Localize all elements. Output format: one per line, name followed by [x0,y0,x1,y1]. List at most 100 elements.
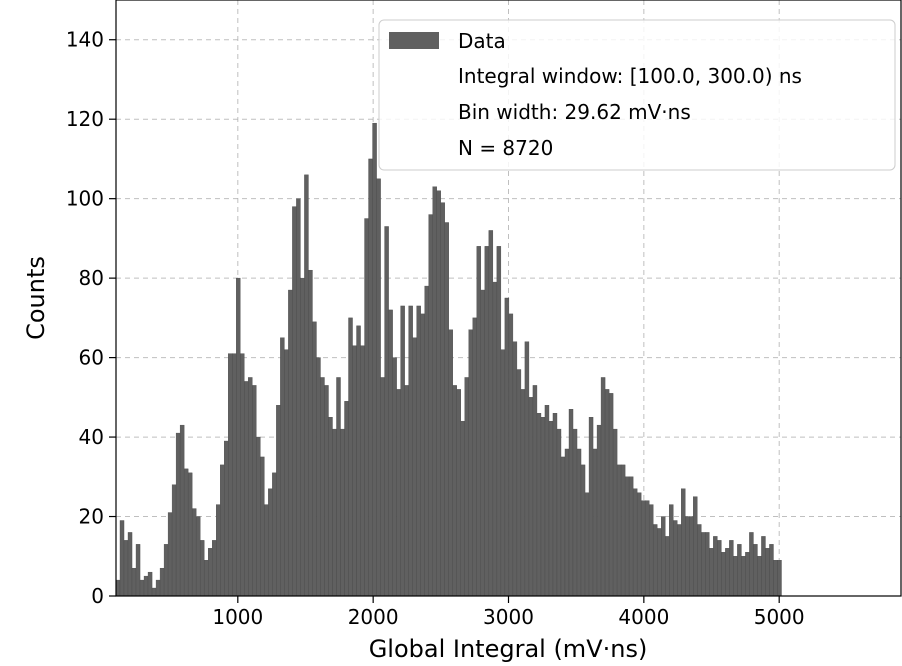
histogram-bar [444,222,449,597]
histogram-bar [516,369,522,597]
histogram-bar [737,544,742,597]
histogram-bar [167,512,173,597]
histogram-bar [592,448,598,597]
histogram-bar [292,206,297,597]
histogram-bar [328,417,333,597]
histogram-bar [147,571,153,597]
histogram-bar [248,377,253,597]
histogram-bar [721,552,726,597]
histogram-bar [288,289,293,597]
histogram-bar [616,464,622,597]
histogram-bar [588,417,594,597]
histogram-bar [352,345,357,597]
y-tick-label-4: 80 [79,266,104,290]
histogram-bar [412,337,417,597]
legend: Data Integral window: [100.0, 300.0) ns … [378,19,896,171]
histogram-bar [628,476,634,597]
histogram-bar [240,353,245,597]
histogram-bar [392,357,397,597]
histogram-bar [372,122,377,597]
histogram-bar [175,432,181,597]
histogram-bar [556,428,562,597]
histogram-bar [256,436,261,597]
histogram-bar [440,202,445,597]
histogram-bar [127,532,133,597]
legend-entry-count: N = 8720 [458,136,553,160]
histogram-bar [677,524,682,597]
histogram-bar [428,214,433,597]
histogram-bar [765,548,770,597]
histogram-bar [500,349,506,597]
histogram-bar [220,464,225,597]
histogram-bar [268,488,273,597]
histogram-bar [179,424,185,597]
histogram-bar [119,520,125,597]
y-tick-label-3: 60 [79,346,104,370]
histogram-bar [568,409,574,597]
histogram-bar [540,417,546,597]
histogram-bar [364,218,369,597]
histogram-bar [697,524,702,597]
histogram-bar [340,428,345,597]
x-axis-ticks: 1000 2000 3000 4000 5000 [212,596,805,629]
histogram-bar [681,488,686,597]
histogram-bar [416,305,421,597]
histogram-bar [139,579,145,597]
histogram-bar [320,377,325,597]
y-tick-label-6: 120 [66,107,104,131]
x-axis-label: Global Integral (mV·ns) [369,635,648,663]
histogram-bar [264,504,269,597]
legend-entry-bin-width: Bin width: 29.62 mV·ns [458,100,691,124]
histogram-bar [693,496,698,597]
histogram-bar [404,385,409,597]
histogram-bar [673,520,678,597]
histogram-bar [560,456,566,597]
legend-entry-data: Data [458,29,506,53]
histogram-bar [384,226,389,597]
histogram-bar [777,560,782,597]
histogram-bar [408,305,413,597]
histogram-bar [284,349,289,597]
y-tick-label-0: 0 [91,584,104,608]
histogram-bar [669,504,674,597]
histogram-bar [524,341,530,597]
histogram-bar [733,556,738,597]
histogram-bar [308,269,313,597]
histogram-bar [228,353,233,597]
histogram-bar [155,579,161,597]
histogram-bar [468,329,473,597]
histogram-bar [512,341,518,597]
histogram-bar [520,389,526,597]
histogram-bar [480,289,486,597]
histogram-bar [183,468,189,597]
histogram-bar [701,532,706,597]
histogram-bar [344,401,349,597]
histogram-bar [504,297,510,597]
histogram-bar [705,532,710,597]
histogram-bar [689,516,694,597]
histogram-bar [420,313,425,597]
histogram-bar [596,424,602,597]
histogram-bar [424,285,429,597]
histogram-bar [488,230,494,597]
histogram-bar [280,337,285,597]
histogram-bar [348,317,353,597]
histogram-bar [508,313,514,597]
histogram-bar [584,492,590,597]
histogram-bar [648,504,654,597]
histogram-bar [624,476,630,597]
histogram-bar [552,413,558,597]
histogram-bar [332,428,337,597]
histogram-bar [232,353,237,597]
histogram-bar [484,246,490,597]
histogram-bar [608,393,614,597]
histogram-bar [652,524,658,597]
legend-entry-integral-window: Integral window: [100.0, 300.0) ns [458,64,802,88]
histogram-bar [745,552,750,597]
histogram-bar [368,158,373,597]
histogram-bar [224,440,229,597]
histogram-bar [456,389,461,597]
histogram-bar [195,516,201,597]
histogram-bar [757,556,762,597]
histogram-bar [665,536,670,597]
